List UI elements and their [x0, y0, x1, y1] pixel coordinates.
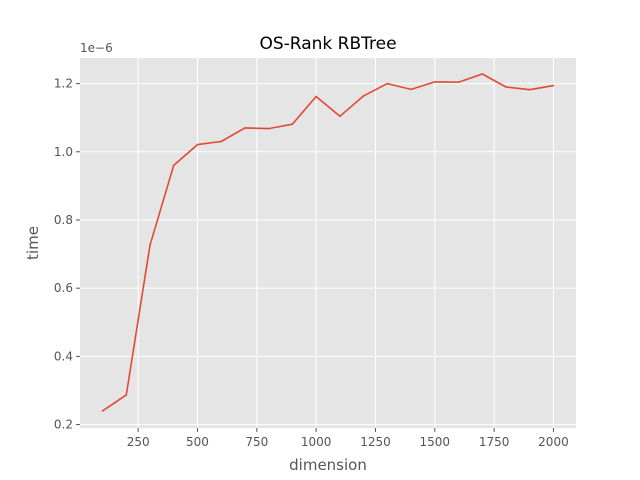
data-point — [552, 84, 555, 87]
x-tick-label: 500 — [186, 435, 209, 449]
y-tick-label: 0.2 — [54, 418, 73, 432]
data-point — [410, 88, 412, 91]
data-point — [291, 123, 294, 125]
x-tick-label: 2000 — [538, 435, 569, 449]
data-point — [149, 244, 151, 247]
x-tick-label: 1500 — [420, 435, 451, 449]
y-tick-label: 1.0 — [54, 145, 73, 159]
plot-area — [80, 58, 576, 428]
data-point — [362, 95, 365, 97]
series-line — [102, 73, 554, 412]
x-tick-label: 1250 — [360, 435, 391, 449]
y-tick-label: 0.6 — [54, 281, 73, 295]
data-point — [125, 394, 128, 396]
y-offset-label: 1e−6 — [80, 41, 113, 55]
x-tick-label: 1750 — [479, 435, 510, 449]
y-axis-label: time — [24, 226, 42, 260]
data-point — [457, 81, 460, 84]
chart-title: OS-Rank RBTree — [259, 34, 396, 54]
x-tick-label: 250 — [127, 435, 150, 449]
x-axis-label: dimension — [289, 456, 367, 474]
y-axis-ticks: 0.2 0.4 0.6 0.8 1.0 1.2 — [54, 77, 80, 432]
data-point — [196, 143, 199, 146]
data-point — [101, 410, 104, 412]
data-point — [244, 127, 246, 129]
data-point — [267, 127, 270, 130]
x-tick-label: 1000 — [301, 435, 332, 449]
data-point — [172, 164, 175, 167]
data-point — [528, 88, 531, 91]
data-point — [505, 86, 507, 88]
series-layer — [101, 73, 555, 412]
data-point — [433, 81, 436, 83]
y-tick-label: 0.8 — [54, 213, 73, 227]
grid — [80, 58, 576, 428]
y-tick-label: 1.2 — [54, 77, 73, 91]
data-point — [339, 115, 341, 118]
data-point — [386, 82, 389, 85]
y-tick-label: 0.4 — [54, 349, 73, 363]
data-point — [220, 140, 223, 143]
x-tick-label: 750 — [245, 435, 268, 449]
data-point — [315, 95, 317, 98]
x-axis-ticks: 250 500 750 1000 1250 1500 1750 2000 — [127, 428, 569, 449]
data-point — [481, 73, 484, 75]
